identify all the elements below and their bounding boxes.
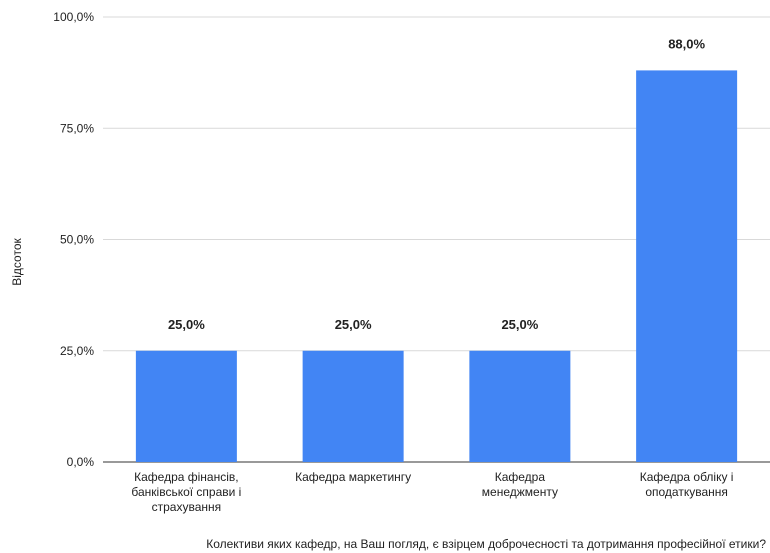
x-category-label: оподаткування [645,485,728,499]
data-label: 25,0% [168,317,205,332]
y-axis-ticks: 0,0% 25,0% 50,0% 75,0% 100,0% [53,10,94,469]
bar [636,70,738,463]
bar [302,350,404,462]
x-category-label: Кафедра [495,470,546,484]
bar [135,350,237,462]
x-category-label: Кафедра маркетингу [295,470,411,484]
bars [135,70,738,463]
x-category-label: Кафедра фінансів, [134,470,238,484]
bar [469,350,571,462]
data-label: 25,0% [335,317,372,332]
x-category-label: менеджменту [482,485,558,499]
data-label: 25,0% [501,317,538,332]
x-category-label: банківської справи і [131,485,241,499]
x-category-label: страхування [152,500,222,514]
y-tick-label: 75,0% [60,121,94,135]
data-labels: 25,0% 25,0% 25,0% 88,0% [168,36,706,331]
y-tick-label: 0,0% [67,455,95,469]
x-axis-title: Колективи яких кафедр, на Ваш погляд, є … [206,537,766,551]
data-label: 88,0% [668,36,705,51]
y-tick-label: 50,0% [60,233,94,247]
y-axis-title: Відсоток [10,238,24,286]
y-tick-label: 25,0% [60,344,94,358]
x-axis-categories: Кафедра фінансів,банківської справи істр… [131,470,733,514]
y-tick-label: 100,0% [53,10,94,24]
x-category-label: Кафедра обліку і [640,470,734,484]
